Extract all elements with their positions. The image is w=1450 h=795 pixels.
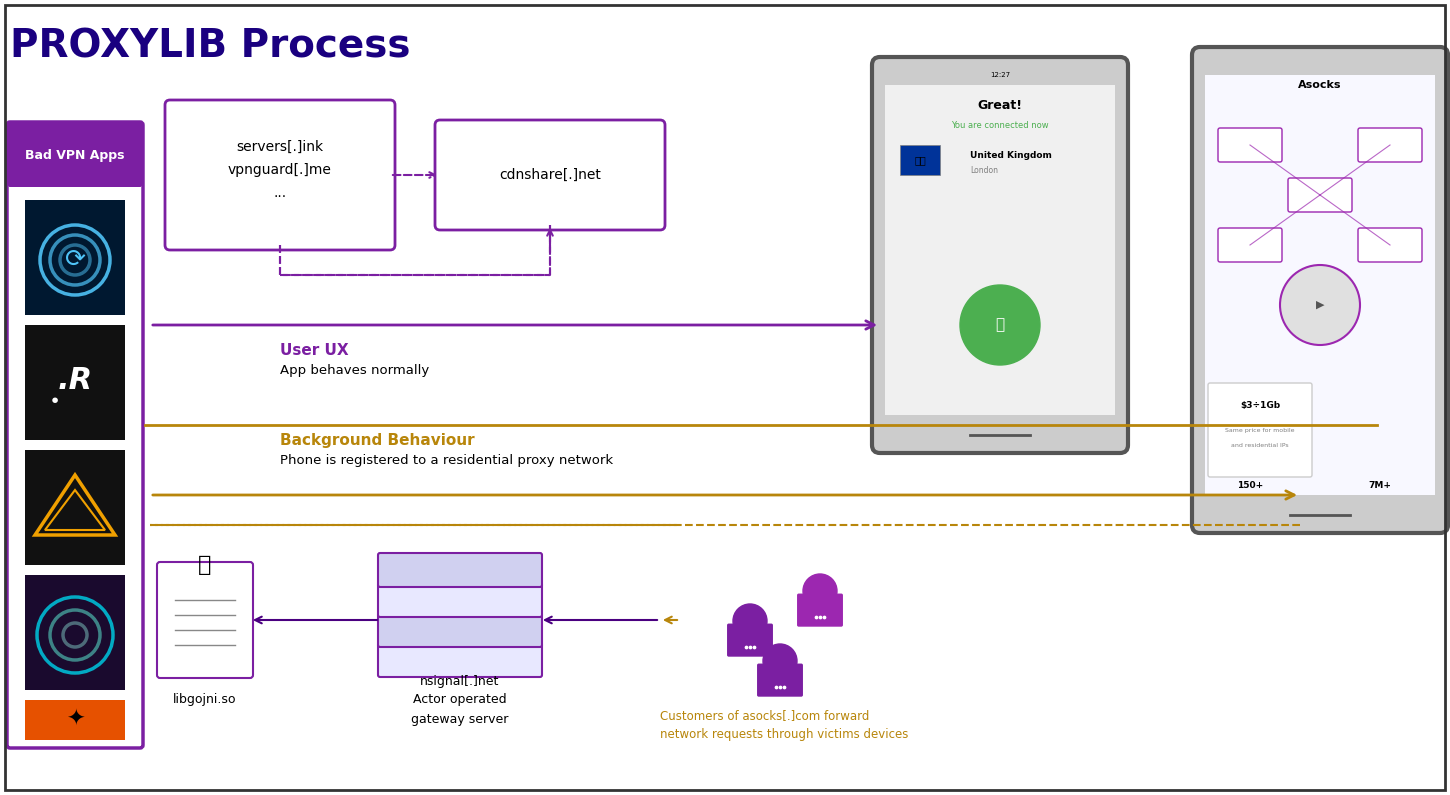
FancyBboxPatch shape — [1359, 228, 1422, 262]
FancyBboxPatch shape — [758, 665, 802, 696]
FancyBboxPatch shape — [25, 575, 125, 690]
FancyBboxPatch shape — [1192, 47, 1449, 533]
Text: 150+: 150+ — [1237, 480, 1263, 490]
Text: Customers of asocks[.]com forward
network requests through victims devices: Customers of asocks[.]com forward networ… — [660, 709, 908, 741]
Circle shape — [1280, 265, 1360, 345]
FancyBboxPatch shape — [157, 562, 252, 678]
Text: ⏻: ⏻ — [996, 317, 1005, 332]
FancyBboxPatch shape — [378, 613, 542, 647]
FancyBboxPatch shape — [25, 700, 125, 740]
FancyBboxPatch shape — [1218, 128, 1282, 162]
Circle shape — [734, 604, 767, 638]
Circle shape — [803, 574, 837, 608]
Text: Great!: Great! — [977, 99, 1022, 111]
Text: Asocks: Asocks — [1298, 80, 1341, 90]
FancyBboxPatch shape — [900, 145, 940, 175]
Text: User UX: User UX — [280, 343, 348, 358]
Text: London: London — [970, 165, 998, 174]
Text: $3÷1Gb: $3÷1Gb — [1240, 401, 1280, 409]
FancyBboxPatch shape — [798, 594, 842, 626]
Text: 📄: 📄 — [199, 555, 212, 575]
FancyBboxPatch shape — [378, 643, 542, 677]
Text: cdnshare[.]net: cdnshare[.]net — [499, 168, 600, 182]
Text: libgojni.so: libgojni.so — [173, 693, 236, 707]
Text: PROXYLIB Process: PROXYLIB Process — [10, 27, 410, 65]
FancyBboxPatch shape — [25, 325, 125, 440]
Text: 7M+: 7M+ — [1369, 480, 1392, 490]
FancyBboxPatch shape — [7, 122, 144, 748]
FancyBboxPatch shape — [1218, 228, 1282, 262]
FancyBboxPatch shape — [1288, 178, 1351, 212]
Text: ⟳: ⟳ — [64, 248, 86, 272]
Text: 12:27: 12:27 — [990, 72, 1011, 78]
Text: United Kingdom: United Kingdom — [970, 150, 1051, 160]
FancyBboxPatch shape — [9, 123, 142, 187]
Text: nsignal[.]net
Actor operated
gateway server: nsignal[.]net Actor operated gateway ser… — [412, 674, 509, 726]
Circle shape — [960, 285, 1040, 365]
Text: Bad VPN Apps: Bad VPN Apps — [25, 149, 125, 161]
Text: .R: .R — [58, 366, 93, 394]
Text: 🇬🇧: 🇬🇧 — [914, 155, 927, 165]
FancyBboxPatch shape — [884, 85, 1115, 415]
Text: servers[.]ink
vpnguard[.]me
...: servers[.]ink vpnguard[.]me ... — [228, 140, 332, 200]
Text: App behaves normally: App behaves normally — [280, 363, 429, 377]
FancyBboxPatch shape — [25, 450, 125, 565]
FancyBboxPatch shape — [165, 100, 394, 250]
FancyBboxPatch shape — [1205, 75, 1436, 495]
Text: Background Behaviour: Background Behaviour — [280, 432, 474, 448]
FancyBboxPatch shape — [378, 583, 542, 617]
FancyBboxPatch shape — [871, 57, 1128, 453]
FancyBboxPatch shape — [1359, 128, 1422, 162]
Text: ✦: ✦ — [65, 710, 84, 730]
Text: ▶: ▶ — [1315, 300, 1324, 310]
Text: ∙: ∙ — [49, 390, 61, 409]
FancyBboxPatch shape — [728, 624, 773, 656]
Text: You are connected now: You are connected now — [951, 121, 1048, 130]
FancyBboxPatch shape — [435, 120, 666, 230]
FancyBboxPatch shape — [1208, 383, 1312, 477]
Text: Phone is registered to a residential proxy network: Phone is registered to a residential pro… — [280, 453, 613, 467]
FancyBboxPatch shape — [25, 200, 125, 315]
Circle shape — [763, 644, 798, 678]
Text: Same price for mobile: Same price for mobile — [1225, 428, 1295, 432]
FancyBboxPatch shape — [378, 553, 542, 587]
Text: and residential IPs: and residential IPs — [1231, 443, 1289, 448]
